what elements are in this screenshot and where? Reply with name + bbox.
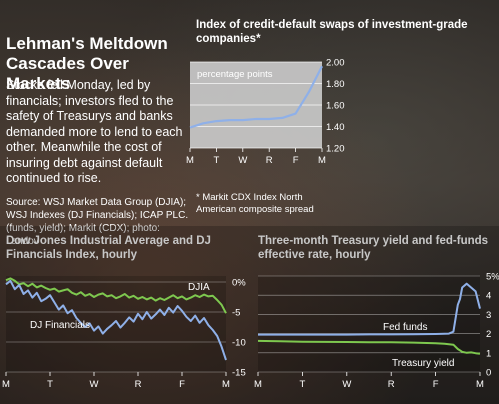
rates-y-tick-label: 5% — [486, 272, 499, 283]
cds-chart-footnote: * Markit CDX Index North American compos… — [196, 192, 314, 215]
cds-y-tick-label: 1.60 — [326, 101, 345, 112]
stocks-plot-area — [6, 276, 226, 372]
cds-chart-title: Index of credit-default swaps of investm… — [196, 19, 468, 45]
cds-x-tick-label: F — [293, 155, 299, 166]
cds-unit-label: percentage points — [197, 69, 273, 80]
dj-financials-line — [5, 279, 227, 361]
cds-y-tick-label: 2.00 — [326, 58, 345, 69]
source-credit: Source: WSJ Market Data Group (DJIA); WS… — [6, 197, 189, 247]
rates-x-tick-label: M — [476, 379, 484, 390]
stocks-x-tick-label: R — [135, 379, 142, 390]
cds-x-tick-label: T — [213, 155, 219, 166]
stocks-y-tick-label: -10 — [232, 338, 246, 349]
stocks-y-tick-label: -15 — [232, 368, 246, 379]
dj-financials-label: DJ Financials — [30, 320, 90, 331]
stocks-x-tick-label: F — [179, 379, 185, 390]
description: Stocks fell Monday, led by financials; i… — [6, 78, 183, 185]
headline: Lehman's Meltdown Cascades Over Markets — [6, 34, 168, 93]
stocks-x-tick-label: M — [222, 379, 230, 390]
cds-x-tick-label: R — [266, 155, 273, 166]
rates-x-tick-label: W — [342, 379, 351, 390]
djia-line — [5, 277, 227, 314]
fed-funds-label: Fed funds — [383, 322, 427, 333]
bottom-band — [0, 226, 499, 404]
stocks-chart-title: Dow Jones Industrial Average and DJ Fina… — [6, 234, 246, 262]
rates-y-tick-label: 1 — [486, 348, 491, 359]
cds-y-tick-label: 1.20 — [326, 144, 345, 155]
cds-chart: 2.001.801.601.401.20M T W R F M — [186, 58, 344, 167]
cds-y-tick-label: 1.80 — [326, 79, 345, 90]
cds-x-tick-label: M — [318, 155, 326, 166]
treasury-yield-label: Treasury yield — [392, 358, 454, 369]
cds-x-tick-label: M — [186, 155, 194, 166]
stocks-chart: 0%-5-10-15M T W R F M — [2, 276, 246, 390]
rates-y-tick-label: 0 — [486, 368, 491, 379]
rates-y-tick-label: 3 — [486, 310, 491, 321]
fed-funds-line — [258, 282, 481, 336]
stocks-x-tick-label: M — [2, 379, 10, 390]
stocks-x-tick-label: T — [47, 379, 53, 390]
cds-line — [189, 65, 323, 129]
rates-y-tick-label: 2 — [486, 329, 491, 340]
treasury-yield-line — [257, 339, 481, 355]
rates-x-tick-label: T — [299, 379, 305, 390]
rates-chart-title: Three-month Treasury yield and fed-funds… — [258, 234, 498, 262]
rates-x-tick-label: M — [254, 379, 262, 390]
stocks-x-tick-label: W — [90, 379, 99, 390]
stocks-y-tick-label: 0% — [232, 278, 246, 289]
rates-x-tick-label: R — [388, 379, 395, 390]
rates-y-tick-label: 4 — [486, 291, 491, 302]
rates-plot-area — [258, 276, 480, 372]
cds-y-tick-label: 1.40 — [326, 122, 345, 133]
cds-x-tick-label: W — [238, 155, 247, 166]
djia-label: DJIA — [188, 282, 210, 293]
stocks-y-tick-label: -5 — [232, 308, 240, 319]
rates-x-tick-label: F — [433, 379, 439, 390]
